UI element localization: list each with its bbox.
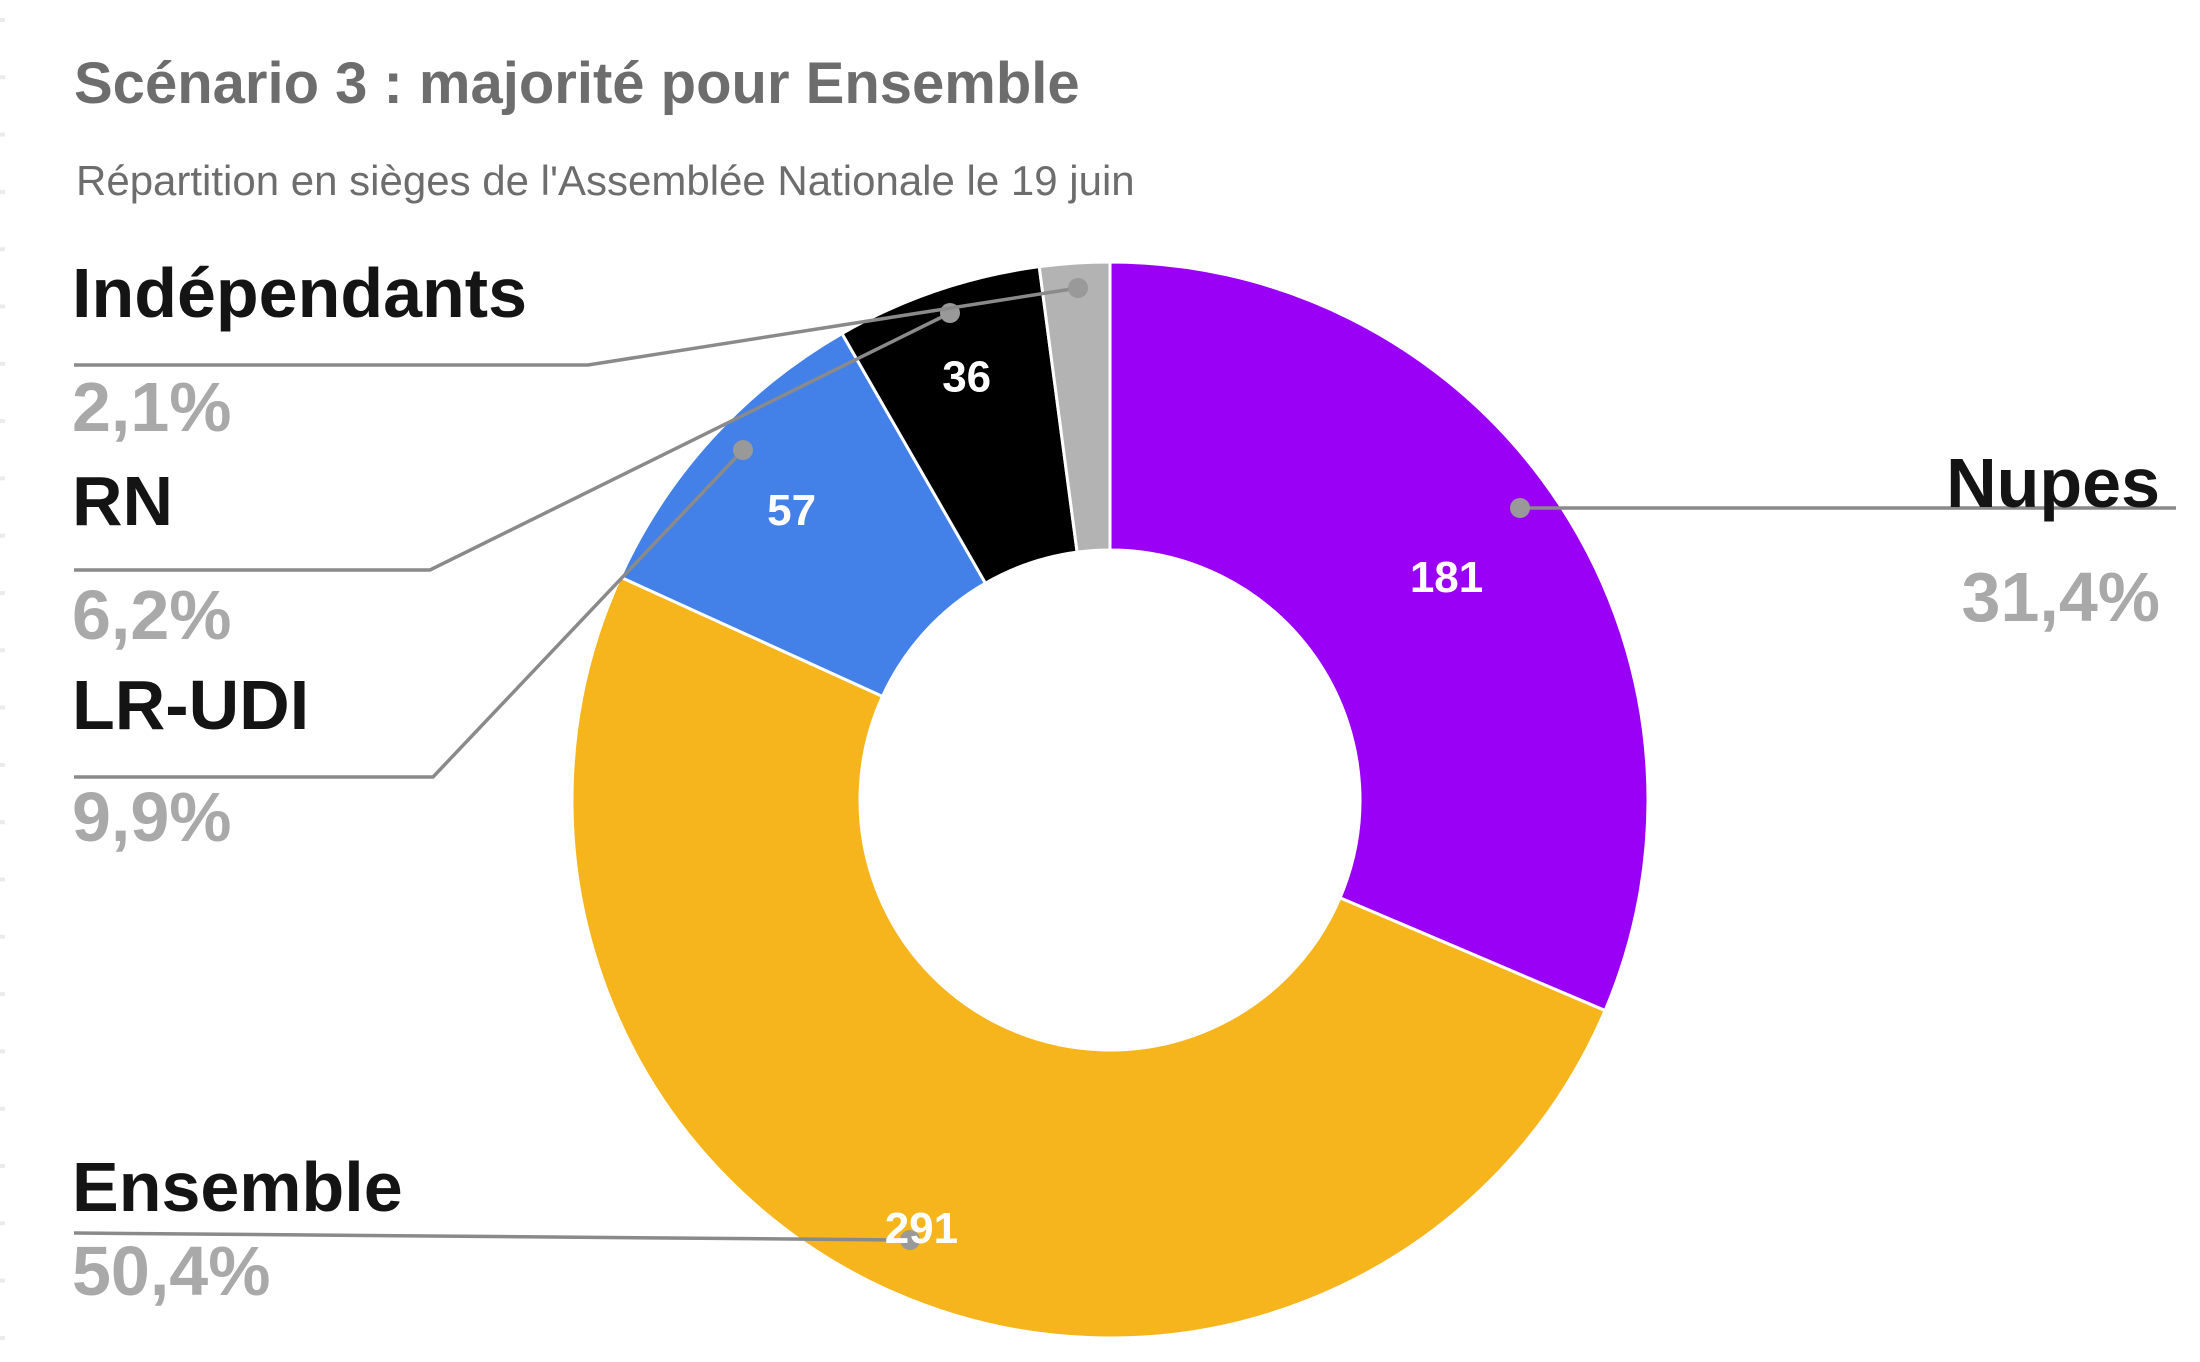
- label-independants: Indépendants: [72, 254, 528, 332]
- edge-tick: [0, 1278, 5, 1283]
- edge-tick: [0, 934, 5, 939]
- callout-dot-lr-udi: [733, 440, 753, 460]
- callout-line-rn: [74, 311, 951, 572]
- edge-tick: [0, 361, 5, 366]
- edge-tick: [0, 18, 5, 22]
- slice-value-ensemble: 291: [885, 1204, 958, 1253]
- callout-dot-ensemble: [900, 1230, 920, 1250]
- edge-tick: [0, 1335, 5, 1340]
- edge-tick: [0, 132, 5, 137]
- callout-dot-nupes: [1510, 498, 1530, 518]
- slice-value-rn: 36: [942, 353, 991, 402]
- slice-nupes: [1108, 260, 1650, 1013]
- edge-tick: [0, 247, 5, 252]
- edge-tick: [0, 1049, 5, 1054]
- edge-tick: [0, 762, 5, 767]
- edge-tick: [0, 304, 5, 309]
- edge-tick: [0, 75, 5, 80]
- slice-value-nupes: 181: [1410, 553, 1483, 602]
- edge-tick: [0, 877, 5, 882]
- edge-tick: [0, 1164, 5, 1168]
- callout-line-ensemble: [73, 1231, 911, 1242]
- edge-tick: [0, 648, 5, 653]
- page-subtitle: Répartition en sièges de l'Assemblée Nat…: [76, 157, 1135, 204]
- label-lr-udi: LR-UDI: [72, 666, 310, 744]
- pct-nupes: 31,4%: [1961, 558, 2160, 636]
- edge-tick: [0, 476, 5, 481]
- pct-rn: 6,2%: [72, 576, 232, 654]
- edge-tick: [0, 705, 5, 710]
- slice-lr-udi: [618, 332, 987, 698]
- edge-tick: [0, 1106, 5, 1111]
- edge-tick: [0, 189, 5, 194]
- label-ensemble: Ensemble: [72, 1148, 403, 1226]
- callout-line-independants: [74, 286, 1079, 367]
- callout-line-lr-udi: [74, 448, 745, 779]
- pct-ensemble: 50,4%: [72, 1232, 271, 1310]
- pct-independants: 2,1%: [72, 368, 232, 446]
- slice-independants: [1037, 260, 1112, 554]
- edge-tick: [0, 992, 5, 997]
- pct-lr-udi: 9,9%: [72, 778, 232, 856]
- callout-dot-independants: [1068, 278, 1088, 298]
- edge-tick: [0, 533, 5, 538]
- edge-tick: [0, 419, 5, 424]
- page-title: Scénario 3 : majorité pour Ensemble: [74, 51, 1080, 116]
- slice-ensemble: [570, 575, 1607, 1340]
- edge-tick: [0, 591, 5, 595]
- edge-tick: [0, 1221, 5, 1226]
- edge-tick: [0, 820, 5, 825]
- slice-value-lr-udi: 57: [767, 486, 816, 535]
- label-nupes: Nupes: [1946, 444, 2160, 522]
- label-rn: RN: [72, 462, 174, 540]
